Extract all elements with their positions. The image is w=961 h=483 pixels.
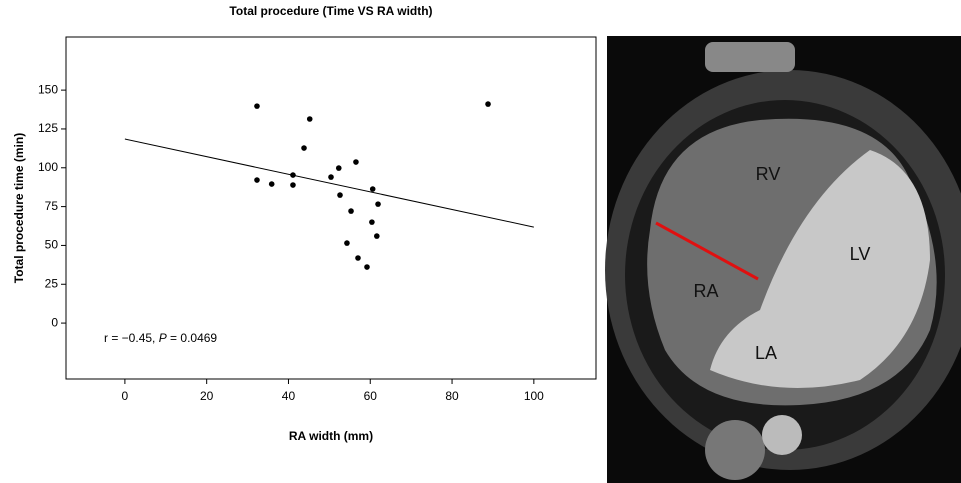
- data-point: [328, 174, 334, 180]
- annotation-text: = 0.0469: [167, 331, 218, 345]
- ct-image: RV LV RA LA: [605, 36, 961, 483]
- data-point: [375, 201, 381, 207]
- x-axis-label: RA width (mm): [289, 429, 373, 443]
- y-tick-label: 50: [45, 238, 59, 252]
- data-point: [268, 181, 275, 187]
- x-tick-label: 0: [122, 389, 129, 403]
- data-point: [301, 145, 307, 151]
- y-axis-label: Total procedure time (min): [12, 133, 26, 283]
- data-point: [335, 165, 342, 171]
- annotation-text: r = −0.45,: [104, 331, 159, 345]
- image-label: RV: [756, 164, 781, 184]
- plot-frame: [65, 36, 597, 380]
- ct-aorta: [762, 415, 802, 455]
- x-tick-label: 60: [364, 389, 378, 403]
- image-label: LV: [850, 244, 871, 264]
- y-tick-label: 125: [38, 121, 58, 135]
- data-point: [369, 219, 375, 225]
- data-point: [254, 177, 260, 183]
- y-tick-label: 150: [38, 82, 58, 96]
- image-label: RA: [693, 281, 718, 301]
- x-tick-label: 100: [524, 389, 544, 403]
- ct-sternum: [705, 42, 795, 72]
- image-label: LA: [755, 343, 777, 363]
- data-point: [344, 240, 350, 246]
- chart-title: Total procedure (Time VS RA width): [229, 4, 432, 18]
- y-tick-label: 75: [45, 199, 59, 213]
- annotation: r = −0.45, P = 0.0469: [104, 331, 217, 345]
- data-point: [306, 116, 313, 122]
- y-tick-label: 0: [51, 315, 58, 329]
- fit-line: [124, 138, 534, 228]
- ra-width-line: [655, 221, 759, 281]
- data-point: [485, 101, 491, 107]
- data-point: [374, 233, 380, 239]
- ct-left-heart: [710, 150, 930, 388]
- data-point: [369, 186, 376, 192]
- x-tick-label: 40: [282, 389, 296, 403]
- data-point: [290, 172, 296, 178]
- annotation-text: P: [159, 331, 167, 345]
- x-tick-label: 20: [200, 389, 214, 403]
- x-tick-label: 80: [445, 389, 459, 403]
- y-tick-label: 100: [38, 160, 58, 174]
- data-point: [348, 208, 354, 214]
- ct-spine: [705, 420, 765, 480]
- data-point: [355, 255, 361, 261]
- data-point: [364, 264, 370, 270]
- data-point: [337, 192, 343, 198]
- data-point: [353, 159, 359, 165]
- y-tick-label: 25: [45, 276, 59, 290]
- data-point: [254, 103, 260, 109]
- data-point: [290, 182, 296, 188]
